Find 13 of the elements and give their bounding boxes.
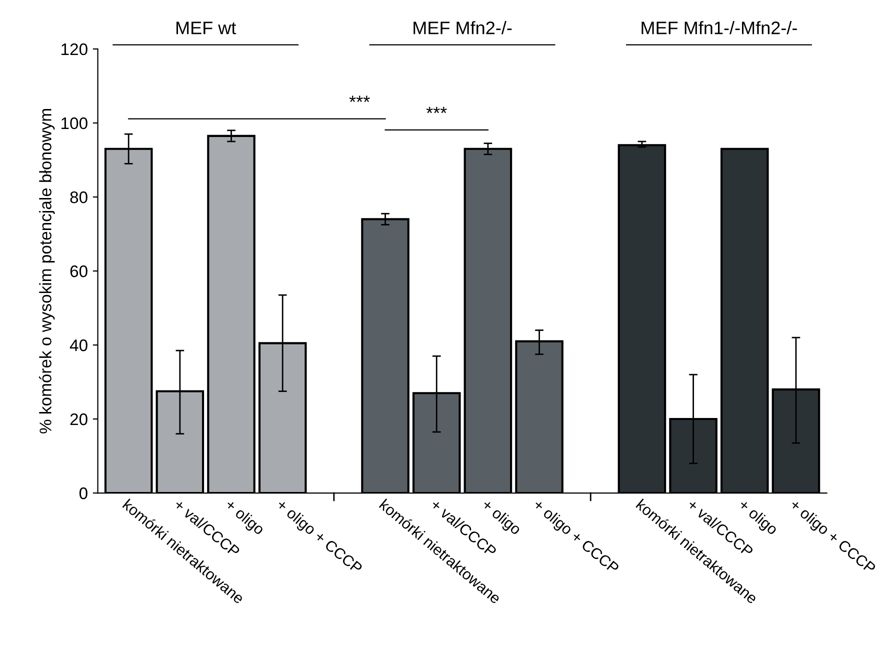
text: MEF Mfn1-/-Mfn2-/-	[642, 21, 797, 34]
y-tick-label: 120	[62, 43, 88, 56]
y-tick-label: 100	[62, 117, 88, 130]
y-tick-label: 20	[70, 413, 88, 426]
y-tick-label: 40	[70, 339, 88, 352]
y-tick-label: 80	[70, 191, 88, 204]
y-tick-label: 0	[79, 487, 88, 500]
annotation: ***	[349, 96, 370, 102]
y-tick-label: 60	[70, 265, 88, 278]
text: MEF wt	[176, 22, 236, 34]
annotation: ***	[426, 106, 447, 114]
text: MEF Mfn2-/-	[414, 21, 512, 34]
y-axis-title: % komórek o wysokim potencjale błonowym	[38, 109, 55, 434]
